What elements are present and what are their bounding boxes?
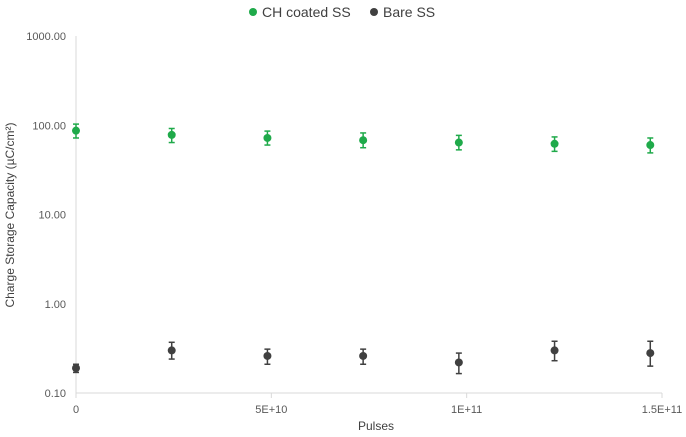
legend-label: CH coated SS	[262, 4, 351, 20]
x-tick-label: 1.5E+11	[642, 404, 682, 416]
data-point	[550, 346, 559, 355]
x-tick-labels: 0 5E+10 1E+11 1.5E+11	[73, 404, 682, 416]
data-point	[359, 136, 368, 145]
y-tick-label: 0.10	[45, 388, 66, 400]
series-1	[72, 340, 655, 375]
y-tick-label: 10.00	[38, 210, 66, 222]
series-layer	[72, 123, 655, 375]
x-axis-title: Pulses	[358, 419, 394, 433]
data-point	[72, 126, 80, 135]
data-point	[646, 349, 655, 358]
y-tick-label: 1000.00	[26, 31, 66, 43]
y-tick-label: 1.00	[45, 299, 66, 311]
data-point	[263, 351, 272, 360]
legend-label: Bare SS	[383, 4, 435, 20]
data-point	[167, 130, 176, 139]
legend-marker	[370, 8, 378, 16]
x-tick-label: 5E+10	[255, 404, 287, 416]
legend-marker	[249, 8, 257, 16]
x-tick-label: 1E+11	[451, 404, 482, 416]
data-point	[263, 133, 272, 142]
data-point	[72, 364, 80, 373]
data-point	[167, 346, 176, 355]
data-point	[454, 138, 463, 147]
data-point	[646, 141, 655, 150]
legend: CH coated SS Bare SS	[249, 4, 435, 20]
data-point	[359, 351, 368, 360]
data-point	[550, 139, 559, 148]
x-tick-label: 0	[73, 404, 79, 416]
y-tick-label: 100.00	[32, 120, 66, 132]
y-axis-title: Charge Storage Capacity (µC/cm²)	[3, 123, 17, 308]
data-point	[454, 358, 463, 367]
series-0	[72, 123, 655, 154]
y-tick-labels: 0.10 1.00 10.00 100.00 1000.00	[26, 31, 66, 400]
axes	[75, 36, 663, 398]
